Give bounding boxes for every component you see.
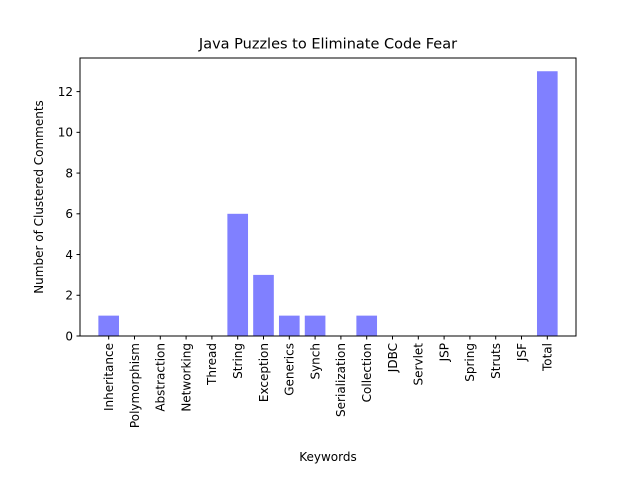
x-tick-label: JSF [515,343,529,362]
x-tick-label: Thread [205,343,219,386]
x-tick-label: Collection [360,343,374,402]
y-tick-label: 0 [65,329,73,343]
x-axis-title: Keywords [299,450,357,464]
y-tick-label: 10 [58,126,73,140]
y-tick-label: 12 [58,85,73,99]
bar-exception [253,274,274,336]
x-tick-label: Serialization [334,343,348,417]
chart-title: Java Puzzles to Eliminate Code Fear [198,37,457,53]
bar-string [227,213,249,336]
x-tick-label: Inheritance [102,343,116,411]
bar-inheritance [98,315,120,336]
y-tick-label: 2 [65,289,73,303]
bar-generics [278,315,300,336]
x-tick-label: Total [541,343,555,372]
x-tick-label: Struts [489,343,503,379]
bar-total [536,71,558,337]
x-tick-label: Servlet [412,343,426,386]
x-tick-label: Polymorphism [128,343,142,428]
x-tick-label: Abstraction [154,343,168,412]
x-tick-label: Generics [283,343,297,396]
x-tick-label: Spring [463,343,477,382]
y-tick-label: 8 [65,166,73,180]
x-tick-label: JSP [437,343,451,362]
y-axis-title: Number of Clustered Comments [32,100,46,294]
x-tick-label: Synch [308,343,322,380]
x-tick-label: String [231,343,245,379]
x-tick-label: Networking [179,343,193,412]
x-tick-label: JDBC [386,343,400,373]
bar-collection [356,315,378,336]
bar-synch [304,315,326,336]
y-tick-label: 4 [65,248,73,262]
plot-frame [79,57,577,337]
y-tick-label: 6 [65,207,73,221]
x-tick-label: Exception [257,343,271,402]
